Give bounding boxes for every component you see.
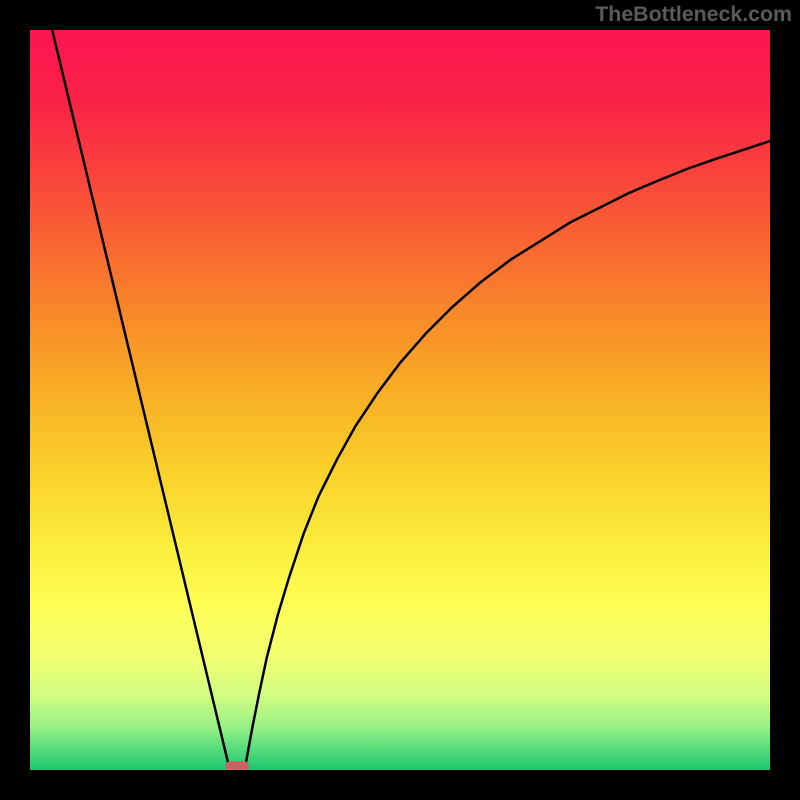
bottleneck-curve-chart xyxy=(0,0,800,800)
watermark-text: TheBottleneck.com xyxy=(595,2,792,27)
optimum-marker xyxy=(225,761,249,771)
chart-container: TheBottleneck.com xyxy=(0,0,800,800)
